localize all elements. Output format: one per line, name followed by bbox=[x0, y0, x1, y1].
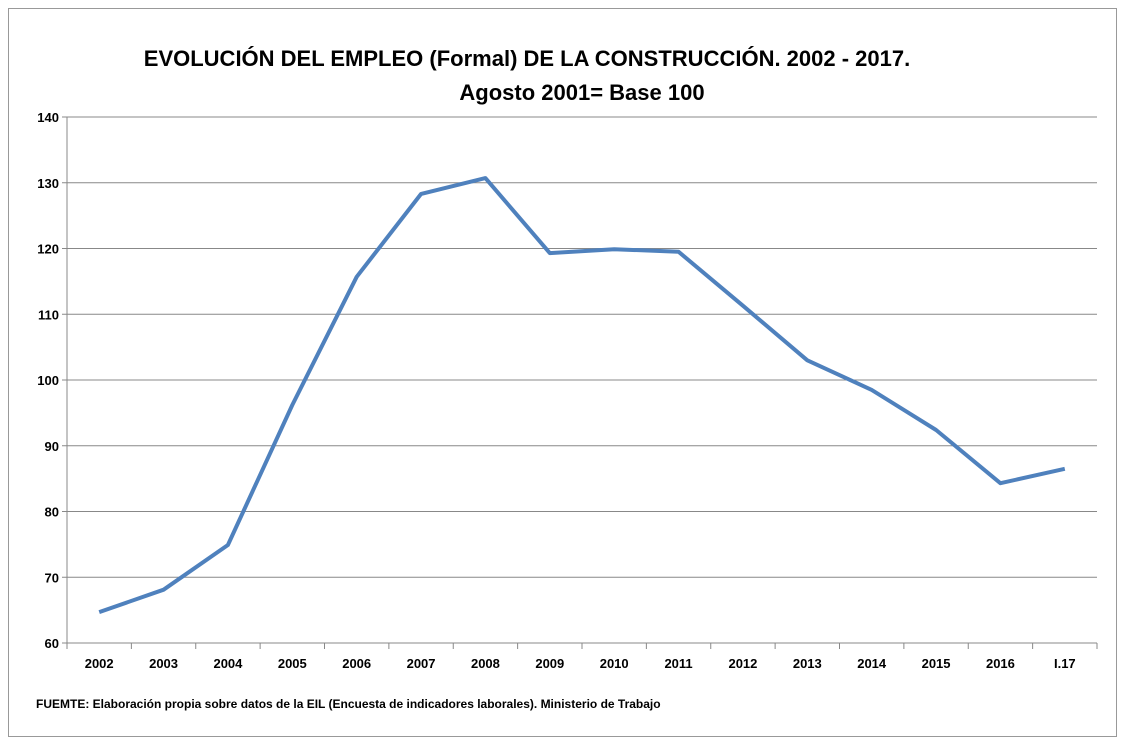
x-tick-label: 2004 bbox=[213, 656, 243, 671]
chart-border bbox=[8, 8, 1117, 737]
y-tick-label: 130 bbox=[37, 176, 59, 191]
x-tick-label: 2011 bbox=[664, 656, 692, 671]
x-tick-label: 2005 bbox=[278, 656, 307, 671]
y-tick-label: 90 bbox=[45, 439, 59, 454]
y-tick-label: 60 bbox=[45, 636, 59, 651]
x-tick-label: 2014 bbox=[857, 656, 887, 671]
y-tick-label: 120 bbox=[37, 242, 59, 257]
y-tick-label: 110 bbox=[38, 307, 59, 322]
x-tick-label: 2006 bbox=[342, 656, 371, 671]
x-tick-label: 2003 bbox=[149, 656, 178, 671]
x-tick-label: 2010 bbox=[600, 656, 629, 671]
x-tick-label: I.17 bbox=[1054, 656, 1076, 671]
source-note: FUEMTE: Elaboración propia sobre datos d… bbox=[36, 697, 661, 711]
x-tick-label: 2007 bbox=[407, 656, 436, 671]
x-tick-label: 2008 bbox=[471, 656, 500, 671]
y-tick-label: 80 bbox=[45, 505, 59, 520]
x-tick-label: 2016 bbox=[986, 656, 1015, 671]
x-tick-label: 2012 bbox=[728, 656, 757, 671]
chart-subtitle: Agosto 2001= Base 100 bbox=[459, 80, 704, 105]
chart-title: EVOLUCIÓN DEL EMPLEO (Formal) DE LA CONS… bbox=[144, 46, 910, 71]
y-tick-label: 70 bbox=[45, 570, 59, 585]
data-line bbox=[98, 176, 1066, 614]
x-tick-label: 2015 bbox=[922, 656, 951, 671]
x-tick-label: 2002 bbox=[85, 656, 114, 671]
y-tick-label: 140 bbox=[37, 110, 59, 125]
y-tick-label: 100 bbox=[37, 373, 59, 388]
x-tick-label: 2013 bbox=[793, 656, 822, 671]
x-tick-label: 2009 bbox=[535, 656, 564, 671]
